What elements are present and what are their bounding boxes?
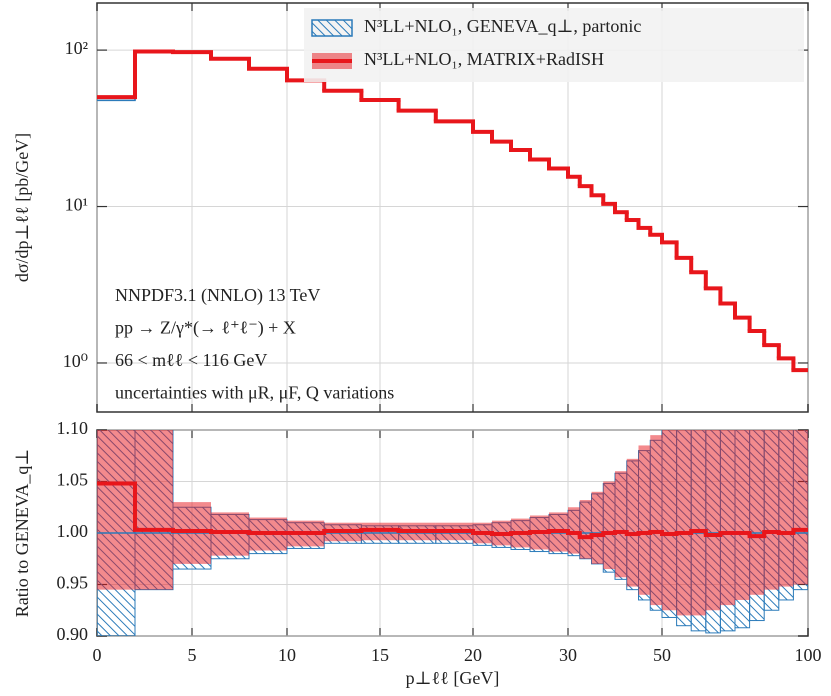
legend-label: N³LL+NLO₁, GENEVA_q⊥, partonic [364,16,641,36]
legend-label: N³LL+NLO₁, MATRIX+RadISH [364,49,604,69]
uncertainty-band [615,471,627,578]
annotation: 66 < mℓℓ < 116 GeV [115,350,267,370]
x-tick-label: 100 [795,645,822,665]
x-tick-label: 20 [464,645,482,665]
uncertainty-band [778,430,794,587]
uncertainty-band [662,430,677,611]
y-tick-label: 10² [65,38,88,58]
uncertainty-band [720,430,735,606]
x-tick-label: 15 [371,645,389,665]
x-tick-label: 30 [559,645,577,665]
annotation: NNPDF3.1 (NNLO) 13 TeV [115,285,320,306]
annotation: uncertainties with μR, μF, Q variations [115,383,394,403]
legend-box [304,8,804,82]
y-axis-label: dσ/dp⊥ℓℓ [pb/GeV] [12,133,32,282]
uncertainty-band [691,430,706,616]
uncertainty-band [591,491,604,564]
y-tick-label: 1.10 [57,418,89,438]
x-tick-label: 0 [93,645,102,665]
y-tick-label: 1.05 [57,470,89,490]
x-axis-label: p⊥ℓℓ [GeV] [406,668,500,688]
y-tick-label: 0.95 [57,573,89,593]
uncertainty-band [579,500,592,559]
uncertainty-band [135,430,173,590]
step-riser [133,51,796,371]
x-tick-label: 50 [653,645,671,665]
uncertainty-band [626,458,639,587]
uncertainty-band [603,481,615,570]
uncertainty-band [676,430,692,616]
y-axis-label: Ratio to GENEVA_q⊥ [12,449,32,618]
annotation: pp → Z/γ*(→ ℓ⁺ℓ⁻) + X [115,318,296,339]
uncertainty-band [749,430,765,595]
uncertainty-band [793,430,808,585]
y-tick-label: 10¹ [65,195,88,215]
uncertainty-band [735,430,750,600]
uncertainty-band [764,430,779,590]
x-tick-label: 5 [188,645,197,665]
legend-swatch [311,19,353,37]
uncertainty-band [97,430,135,590]
y-tick-label: 1.00 [57,521,89,541]
uncertainty-band [650,435,662,606]
uncertainty-band [211,512,249,556]
x-tick-label: 10 [278,645,296,665]
y-tick-label: 0.90 [57,624,89,644]
uncertainty-band [568,507,580,554]
uncertainty-band [638,445,651,595]
y-tick-label: 10⁰ [63,351,88,371]
uncertainty-band [705,430,721,611]
